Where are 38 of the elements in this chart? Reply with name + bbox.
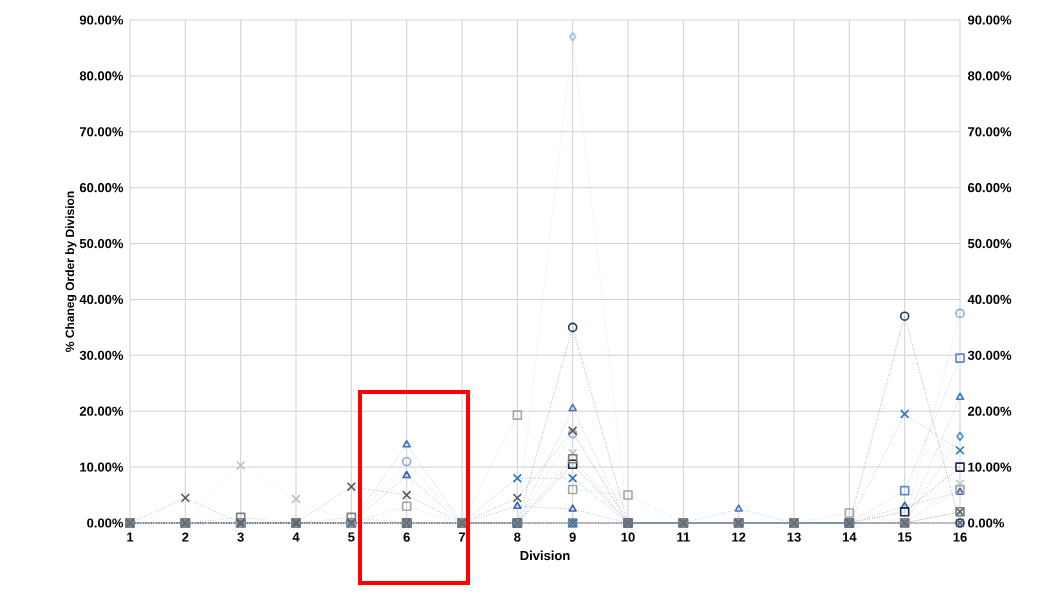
y-tick-label: 50.00% [79, 238, 124, 249]
y-tick-label: 0.00% [87, 518, 124, 528]
y2-tick-label: 90.00% [967, 15, 1012, 25]
y-tick-label: 20.00% [79, 406, 124, 416]
x-tick-label: 6 [403, 532, 410, 542]
y2-tick-label: 50.00% [967, 238, 1012, 249]
x-tick-label: 13 [787, 532, 801, 542]
x-tick-label: 11 [677, 532, 690, 542]
y2-tick-label: 40.00% [967, 294, 1012, 305]
y2-tick-label: 20.00% [967, 406, 1012, 416]
y-tick-label: 10.00% [80, 462, 124, 472]
x-tick-label: 3 [237, 532, 244, 542]
y-axis-title: % Chaneg Order by Division [65, 191, 77, 352]
x-tick-label: 2 [182, 532, 189, 542]
y-tick-label: 70.00% [79, 127, 124, 137]
x-tick-label: 14 [842, 532, 857, 542]
x-tick-label: 1 [127, 532, 134, 542]
y2-tick-label: 60.00% [968, 183, 1012, 193]
y2-tick-label: 10.00% [968, 462, 1012, 472]
x-tick-label: 9 [569, 532, 576, 542]
y2-tick-label: 0.00% [968, 518, 1005, 528]
y2-tick-label: 30.00% [967, 350, 1012, 360]
x-tick-label: 10 [621, 532, 635, 542]
y-tick-label: 40.00% [79, 294, 124, 305]
x-tick-label: 15 [898, 532, 912, 542]
y-tick-label: 30.00% [79, 350, 124, 360]
x-tick-label: 8 [514, 532, 521, 542]
x-tick-label: 4 [292, 532, 300, 542]
x-axis-title: Division [520, 550, 570, 561]
x-tick-label: 5 [348, 532, 355, 542]
y2-tick-label: 80.00% [967, 71, 1012, 81]
y2-tick-label: 70.00% [968, 127, 1012, 137]
x-tick-label: 16 [953, 532, 967, 542]
x-tick-label: 7 [458, 532, 466, 542]
y-tick-label: 80.00% [79, 71, 124, 81]
y-tick-label: 90.00% [79, 15, 124, 25]
y-tick-label: 60.00% [79, 183, 124, 193]
x-tick-label: 12 [732, 532, 746, 542]
